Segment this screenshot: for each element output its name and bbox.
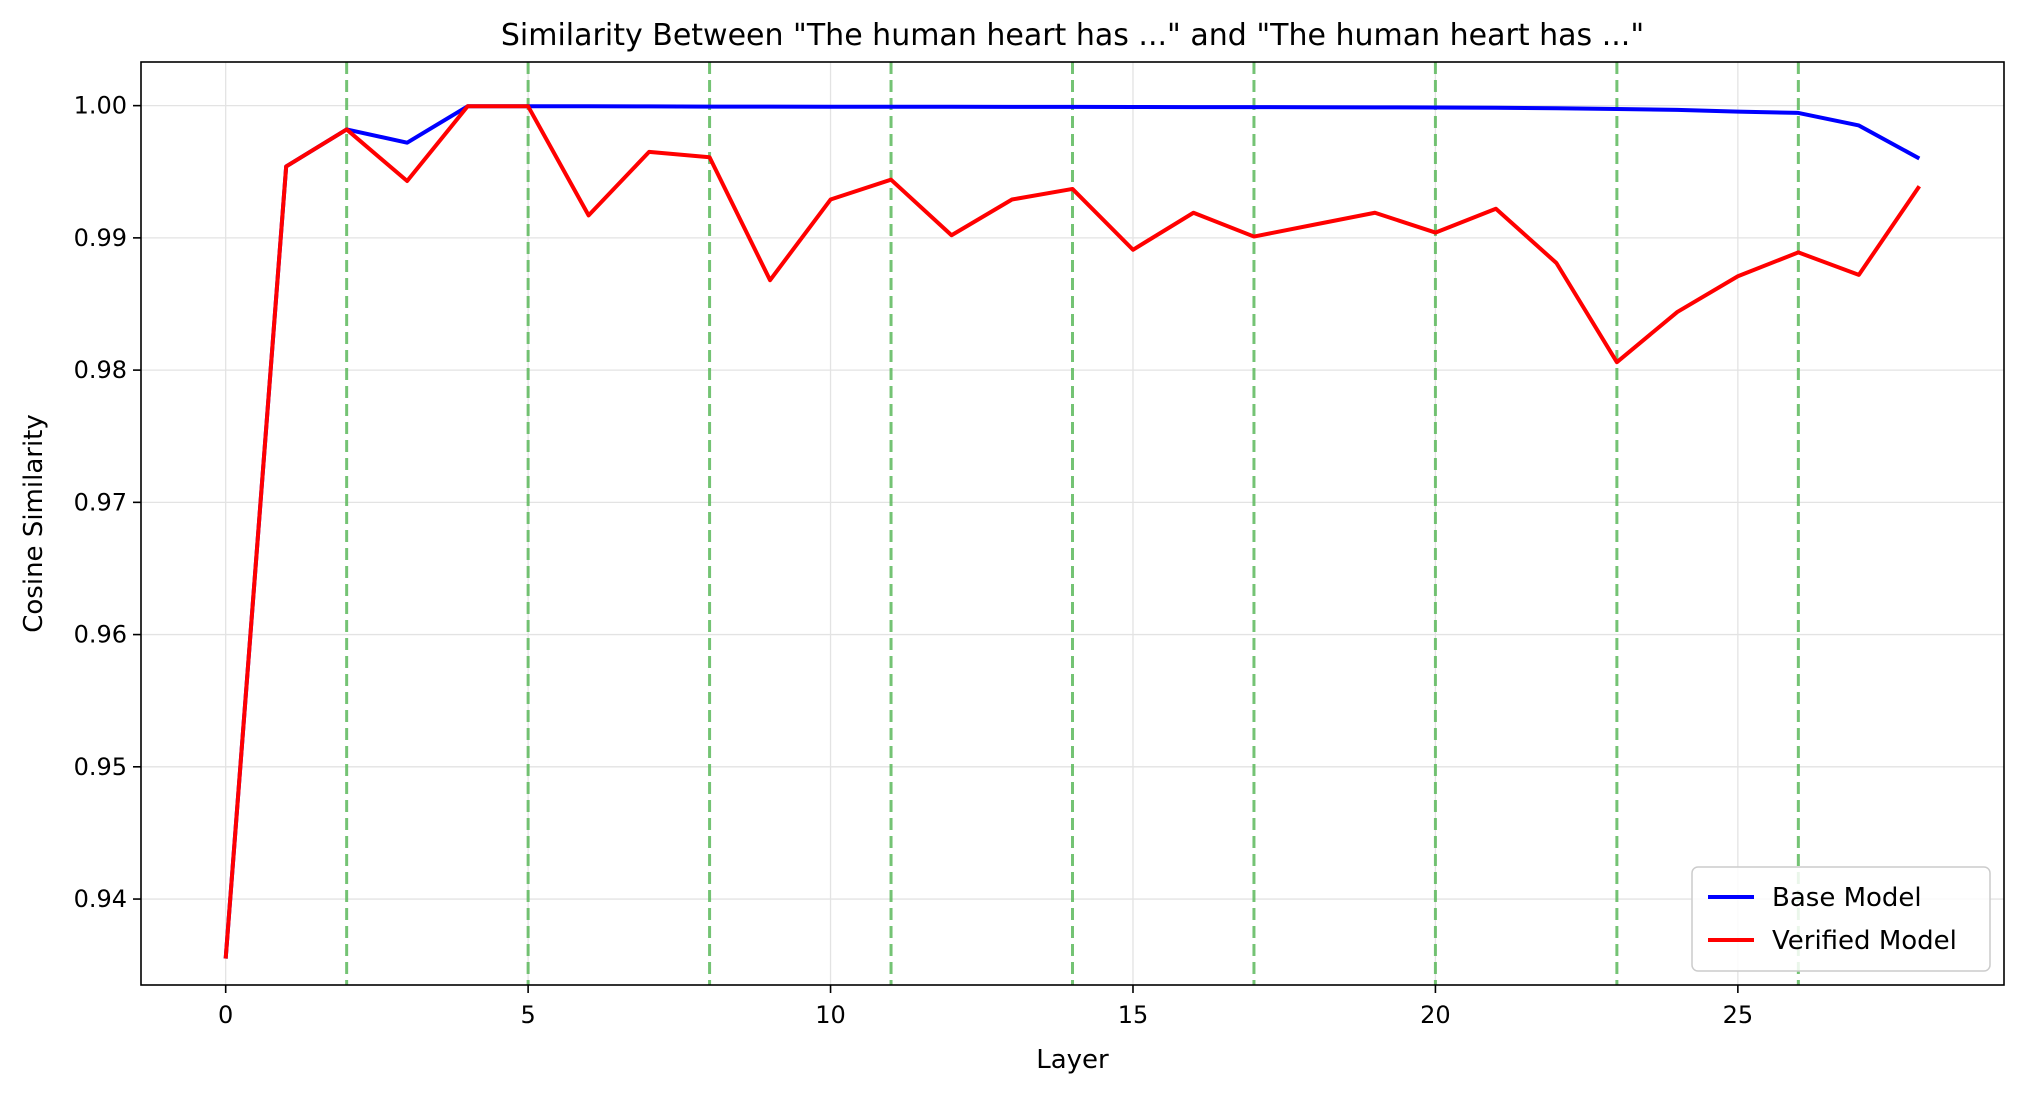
x-tick-label: 20 (1420, 1001, 1451, 1029)
legend-box (1691, 866, 1991, 972)
y-tick-label: 0.99 (74, 224, 127, 252)
x-tick-label: 5 (520, 1001, 535, 1029)
plot-frame (140, 61, 2005, 986)
y-tick-label: 1.00 (74, 92, 127, 120)
legend-entry: Verified Model (1772, 926, 1957, 956)
series-line (223, 104, 1921, 959)
y-tick-label: 0.97 (74, 488, 127, 516)
x-axis-label: Layer (1036, 1045, 1109, 1075)
x-tick-label: 25 (1723, 1001, 1754, 1029)
x-tick-label: 0 (218, 1001, 233, 1029)
y-tick-label: 0.94 (74, 885, 127, 913)
legend: Base Model Verified Model (1691, 866, 1991, 972)
y-axis-ticks: 0.94 0.95 0.96 0.97 0.98 0.99 1.00 (74, 92, 141, 913)
y-axis-label: Cosine Similarity (19, 414, 49, 633)
x-axis-ticks: 0 5 10 15 20 25 (218, 985, 1753, 1029)
x-tick-label: 15 (1118, 1001, 1149, 1029)
layer-markers (345, 62, 1800, 985)
x-tick-label: 10 (815, 1001, 846, 1029)
legend-entry: Base Model (1772, 883, 1922, 913)
y-tick-label: 0.96 (74, 621, 127, 649)
chart-title: Similarity Between "The human heart has … (501, 18, 1644, 53)
series-lines (223, 104, 1921, 959)
y-tick-label: 0.95 (74, 753, 127, 781)
y-tick-label: 0.98 (74, 356, 127, 384)
